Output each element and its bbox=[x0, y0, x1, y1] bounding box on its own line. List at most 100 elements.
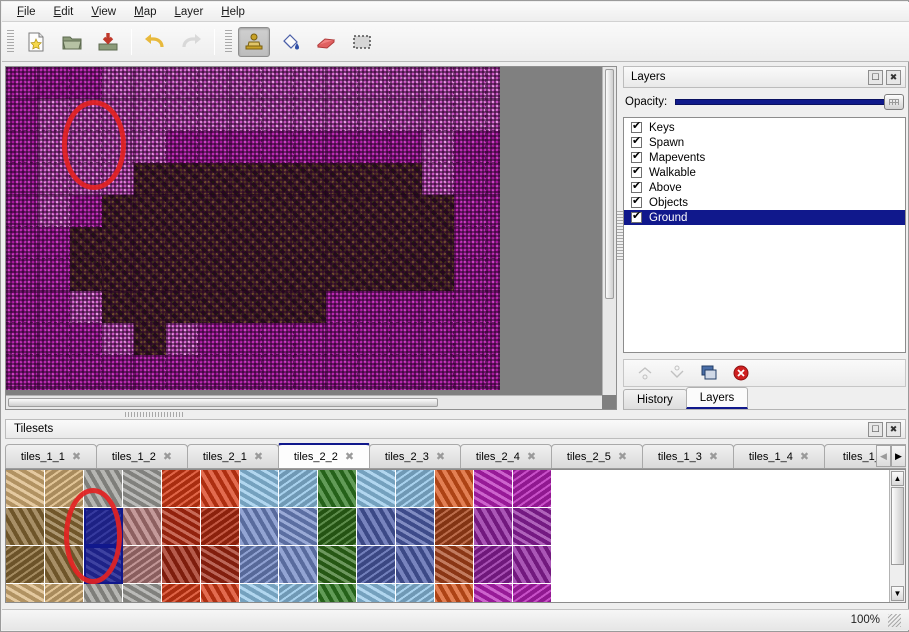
fill-tool-button[interactable] bbox=[274, 27, 306, 57]
tileset-tile[interactable] bbox=[6, 546, 45, 584]
layer-row[interactable]: Keys bbox=[624, 120, 905, 135]
tilesets-float-icon[interactable]: ☐ bbox=[868, 421, 883, 437]
opacity-slider-knob[interactable] bbox=[884, 94, 904, 110]
tileset-tile[interactable] bbox=[279, 470, 318, 508]
scroll-down-icon[interactable]: ▼ bbox=[891, 586, 904, 601]
tileset-tile[interactable] bbox=[396, 508, 435, 546]
tileset-tab-tiles_1_2[interactable]: tiles_1_2 ✖ bbox=[96, 444, 188, 468]
tileset-tile[interactable] bbox=[435, 546, 474, 584]
menu-layer[interactable]: Layer bbox=[174, 5, 204, 18]
tileset-tab-close-icon[interactable]: ✖ bbox=[526, 451, 537, 463]
tileset-tile[interactable] bbox=[513, 546, 552, 584]
tileset-tile[interactable] bbox=[123, 546, 162, 584]
new-map-button[interactable] bbox=[20, 27, 52, 57]
menu-edit[interactable]: Edit bbox=[53, 5, 74, 18]
tab-layers[interactable]: Layers bbox=[685, 387, 749, 409]
tileset-tile[interactable] bbox=[357, 584, 396, 602]
tileset-tile[interactable] bbox=[6, 584, 45, 602]
redo-button[interactable] bbox=[175, 27, 207, 57]
layer-visibility-checkbox[interactable] bbox=[631, 195, 642, 208]
tileset-tile[interactable] bbox=[162, 470, 201, 508]
tileset-tile[interactable] bbox=[240, 584, 279, 602]
tileset-tile[interactable] bbox=[474, 584, 513, 602]
toolbar-grip-file[interactable] bbox=[7, 29, 14, 54]
tileset-tile[interactable] bbox=[279, 584, 318, 602]
map-canvas[interactable] bbox=[6, 67, 500, 390]
vertical-splitter[interactable] bbox=[617, 66, 623, 410]
opacity-slider[interactable] bbox=[675, 94, 904, 110]
tileset-tile[interactable] bbox=[435, 584, 474, 602]
tileset-tile[interactable] bbox=[318, 584, 357, 602]
canvas-horizontal-scroll-thumb[interactable] bbox=[8, 398, 438, 407]
tileset-tile[interactable] bbox=[357, 508, 396, 546]
tileset-tile[interactable] bbox=[162, 584, 201, 602]
delete-layer-button[interactable] bbox=[728, 362, 754, 384]
layer-visibility-checkbox[interactable] bbox=[631, 210, 642, 223]
tileset-tab-tiles_2_2[interactable]: tiles_2_2 ✖ bbox=[278, 443, 370, 468]
menu-file[interactable]: File bbox=[17, 5, 36, 18]
tileset-scroll-thumb[interactable] bbox=[891, 487, 904, 565]
tileset-tile[interactable] bbox=[123, 508, 162, 546]
map-canvas-scrollarea[interactable] bbox=[5, 66, 617, 410]
tileset-tile[interactable] bbox=[474, 508, 513, 546]
tileset-tile[interactable] bbox=[318, 470, 357, 508]
layer-row[interactable]: Walkable bbox=[624, 165, 905, 180]
duplicate-layer-button[interactable] bbox=[696, 362, 722, 384]
tileset-tile[interactable] bbox=[474, 470, 513, 508]
tileset-tile[interactable] bbox=[201, 584, 240, 602]
tileset-tile[interactable] bbox=[123, 584, 162, 602]
toolbar-grip-tools[interactable] bbox=[225, 29, 232, 54]
tileset-grid[interactable] bbox=[6, 470, 552, 602]
tileset-tab-tiles_2_5[interactable]: tiles_2_5 ✖ bbox=[551, 444, 643, 468]
close-icon[interactable]: ✖ bbox=[886, 69, 901, 85]
layer-row[interactable]: Spawn bbox=[624, 135, 905, 150]
tileset-tile[interactable] bbox=[84, 470, 123, 508]
layer-visibility-checkbox[interactable] bbox=[631, 135, 642, 148]
layer-visibility-checkbox[interactable] bbox=[631, 150, 642, 163]
float-icon[interactable]: ☐ bbox=[868, 69, 883, 85]
tileset-tile[interactable] bbox=[435, 470, 474, 508]
tileset-tile[interactable] bbox=[45, 584, 84, 602]
tab-history[interactable]: History bbox=[623, 389, 687, 409]
layer-row[interactable]: Mapevents bbox=[624, 150, 905, 165]
menu-view[interactable]: View bbox=[91, 5, 117, 18]
save-map-button[interactable] bbox=[92, 27, 124, 57]
horizontal-splitter-handle[interactable] bbox=[125, 412, 185, 417]
tileset-tile[interactable] bbox=[240, 508, 279, 546]
tileset-tile[interactable] bbox=[396, 584, 435, 602]
tileset-tile[interactable] bbox=[6, 508, 45, 546]
tileset-tile[interactable] bbox=[396, 546, 435, 584]
canvas-vertical-scrollbar[interactable] bbox=[602, 67, 616, 395]
move-layer-down-button[interactable] bbox=[664, 362, 690, 384]
tileset-tab-close-icon[interactable]: ✖ bbox=[617, 451, 628, 463]
tileset-tab-tiles_1_1[interactable]: tiles_1_1 ✖ bbox=[5, 444, 97, 468]
tileset-tile[interactable] bbox=[318, 508, 357, 546]
select-tool-button[interactable] bbox=[346, 27, 378, 57]
tileset-tab-close-icon[interactable]: ✖ bbox=[71, 451, 82, 463]
tileset-tab-close-icon[interactable]: ✖ bbox=[253, 451, 264, 463]
tab-scroll-right-button[interactable]: ▶ bbox=[891, 445, 906, 467]
horizontal-splitter[interactable] bbox=[5, 410, 905, 418]
tileset-tab-tiles_1_3[interactable]: tiles_1_3 ✖ bbox=[642, 444, 734, 468]
tileset-tab-tiles_2_3[interactable]: tiles_2_3 ✖ bbox=[369, 444, 461, 468]
tileset-tab-close-icon[interactable]: ✖ bbox=[435, 451, 446, 463]
tileset-tab-tiles_1_4[interactable]: tiles_1_4 ✖ bbox=[733, 444, 825, 468]
tileset-tile[interactable] bbox=[513, 470, 552, 508]
tileset-tile[interactable] bbox=[123, 470, 162, 508]
tilesets-close-icon[interactable]: ✖ bbox=[886, 421, 901, 437]
layer-row[interactable]: Ground bbox=[624, 210, 905, 225]
layer-row[interactable]: Above bbox=[624, 180, 905, 195]
tileset-tab-close-icon[interactable]: ✖ bbox=[799, 451, 810, 463]
layer-visibility-checkbox[interactable] bbox=[631, 120, 642, 133]
tileset-tile[interactable] bbox=[84, 546, 123, 584]
tileset-tab-tiles_2_4[interactable]: tiles_2_4 ✖ bbox=[460, 444, 552, 468]
stamp-tool-button[interactable] bbox=[238, 26, 270, 57]
undo-button[interactable] bbox=[139, 27, 171, 57]
tileset-tile[interactable] bbox=[84, 584, 123, 602]
tileset-tile[interactable] bbox=[162, 546, 201, 584]
tileset-tab-tiles_2_1[interactable]: tiles_2_1 ✖ bbox=[187, 444, 279, 468]
vertical-splitter-handle[interactable] bbox=[617, 211, 623, 261]
tileset-tile[interactable] bbox=[396, 470, 435, 508]
tileset-vertical-scrollbar[interactable]: ▲ ▼ bbox=[889, 470, 905, 602]
tileset-tab-close-icon[interactable]: ✖ bbox=[344, 451, 355, 463]
